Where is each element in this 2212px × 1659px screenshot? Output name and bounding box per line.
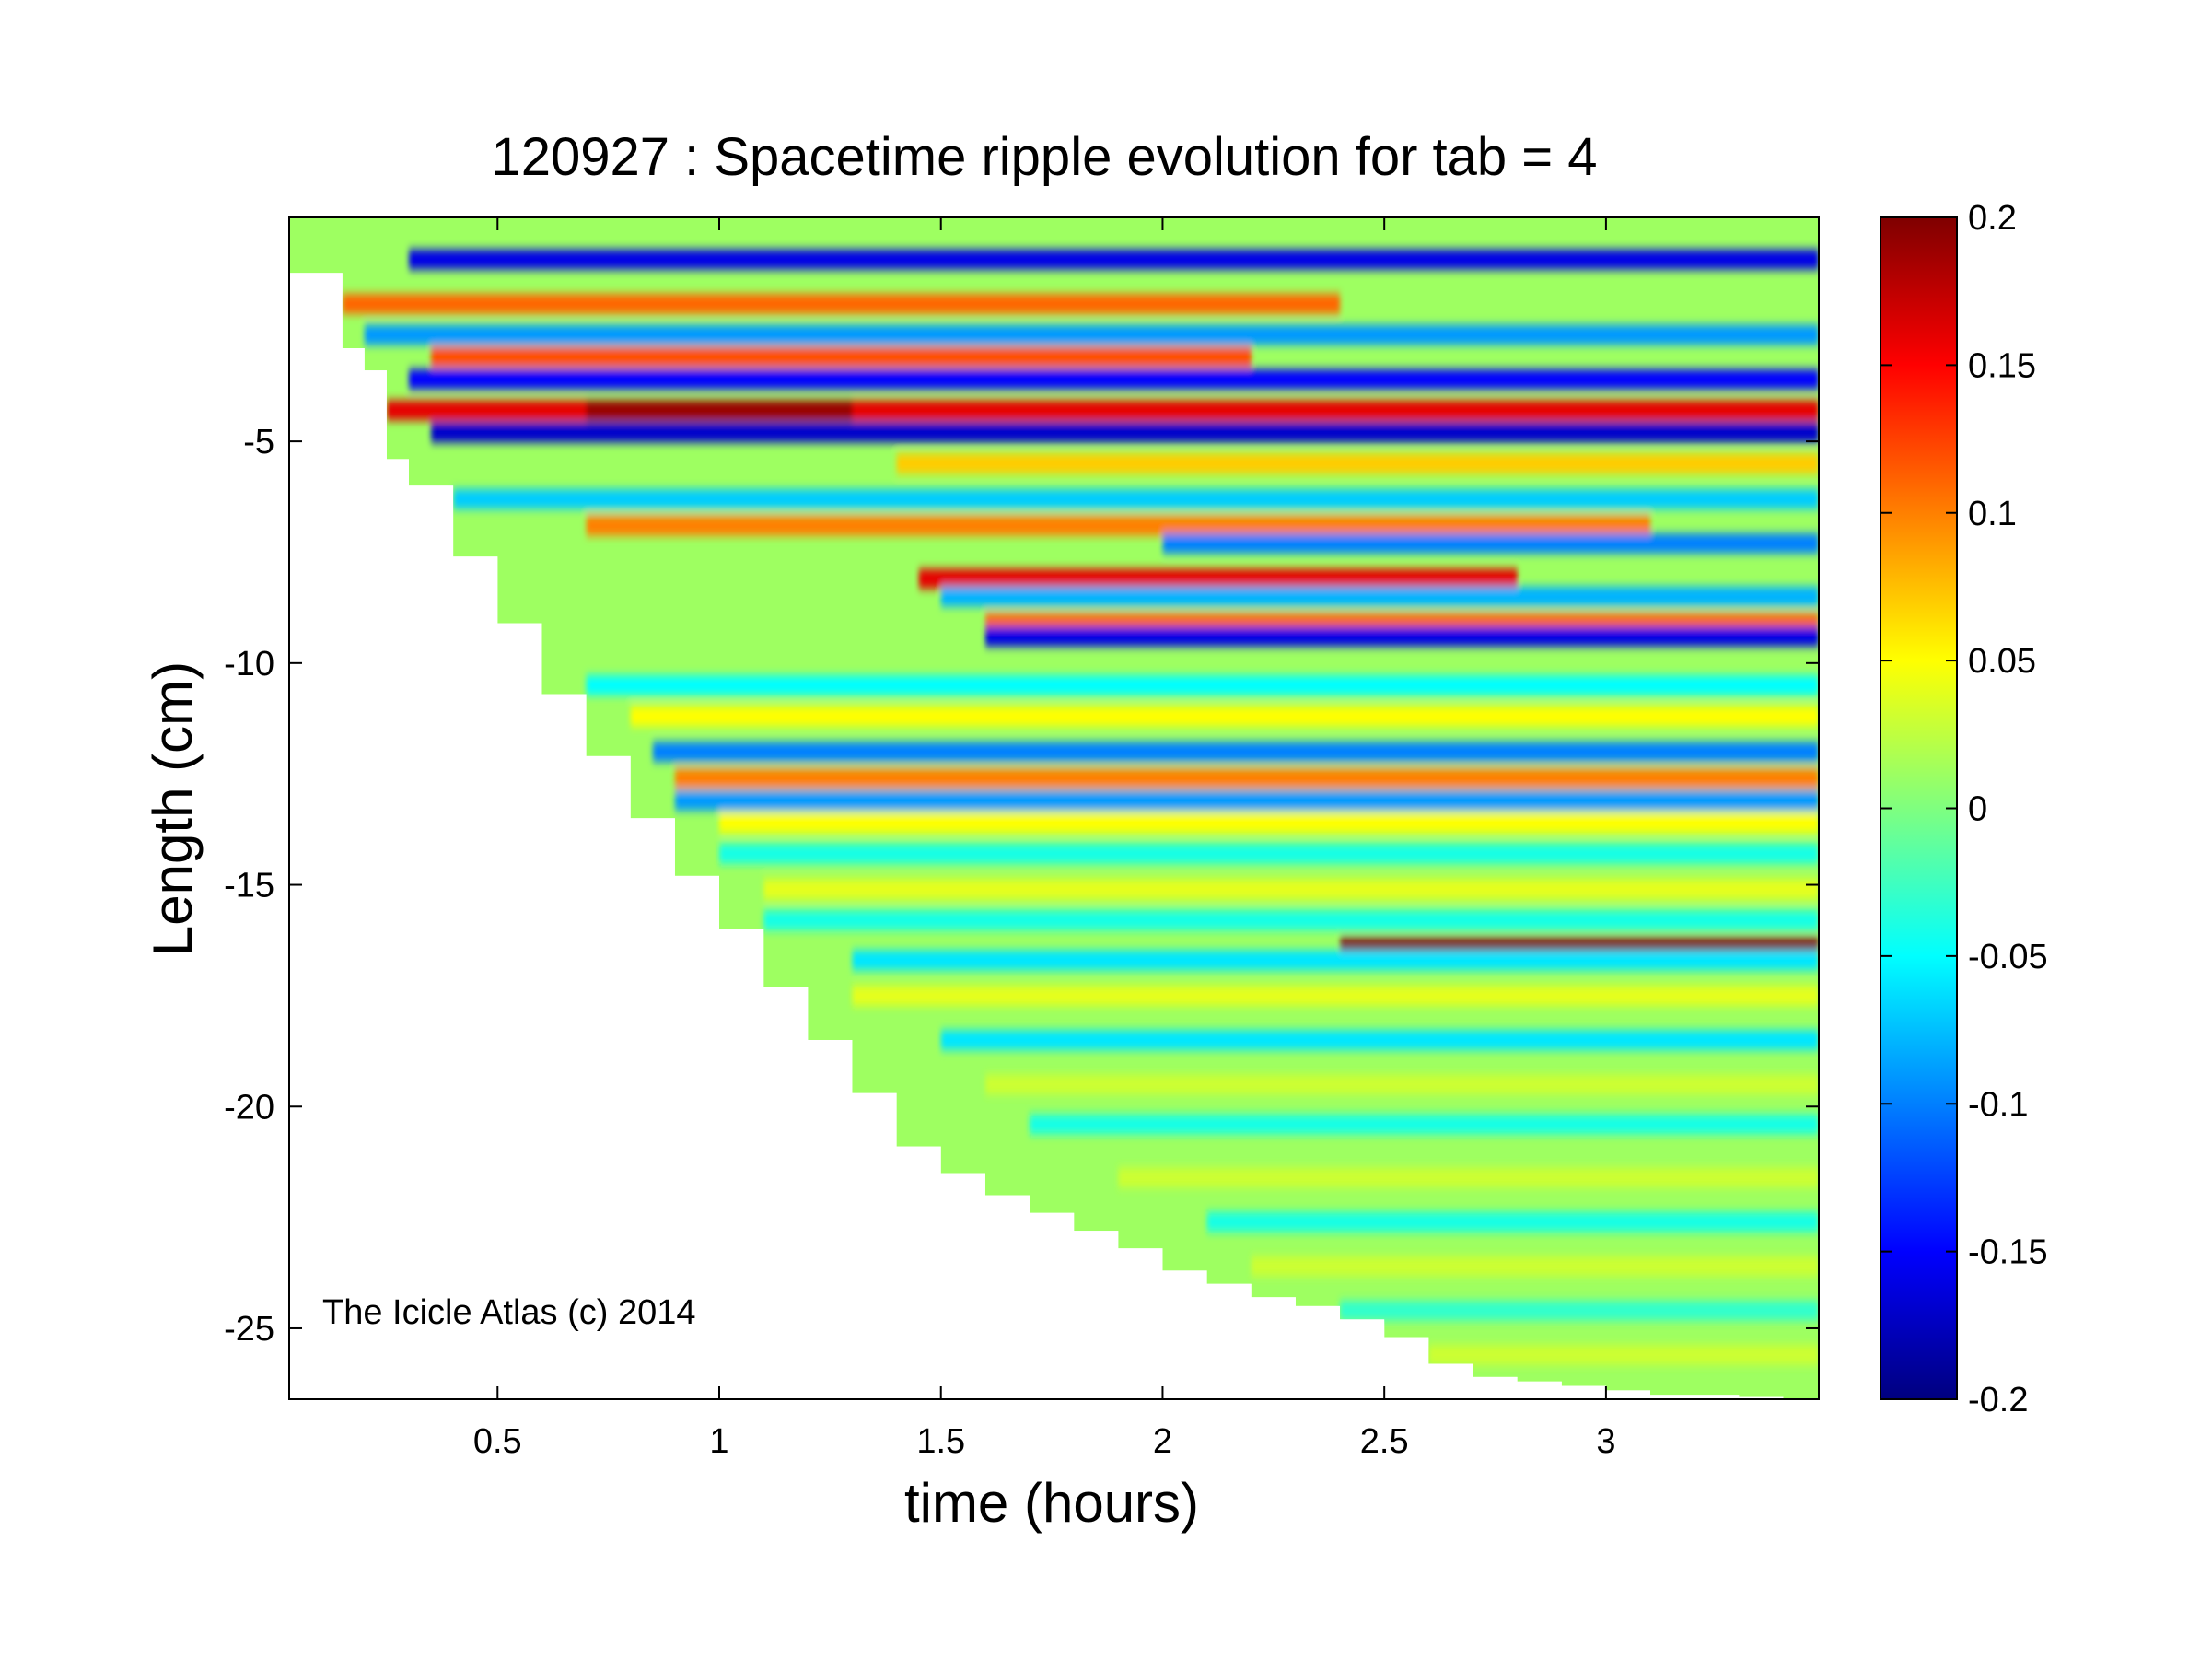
colorbar-tick-label: -0.15 [1968, 1233, 2048, 1272]
x-tick-label: 1 [709, 1422, 728, 1461]
heatmap-band [453, 488, 1819, 509]
colorbar [1880, 216, 1958, 1400]
heatmap-band [431, 422, 1819, 443]
heatmap-band [586, 675, 1819, 695]
heatmap-band [984, 1074, 1819, 1095]
y-tick-label: -15 [224, 867, 274, 905]
heatmap-band [431, 346, 1252, 368]
colorbar-tick-label: -0.2 [1968, 1381, 2028, 1419]
y-tick-label: -5 [243, 423, 274, 461]
heatmap-band [852, 986, 1819, 1006]
heatmap-band [1340, 1300, 1819, 1321]
heatmap-band [896, 453, 1819, 474]
plot-frame [288, 216, 1820, 1400]
x-tick-label: 2 [1153, 1422, 1172, 1461]
heatmap-band [763, 879, 1819, 900]
heatmap-band [1428, 1345, 1819, 1365]
y-axis: -5 -10 -15 -20 -25 [224, 423, 1819, 1349]
colorbar-tick-label: 0.15 [1968, 346, 2036, 385]
heatmap [289, 217, 1819, 1399]
heatmap-band [918, 568, 1518, 590]
x-axis: 0.5 1 1.5 2 2.5 3 [473, 217, 1615, 1461]
heatmap-band [630, 706, 1819, 727]
x-tick-label: 1.5 [916, 1422, 965, 1461]
x-tick-label: 0.5 [473, 1422, 522, 1461]
heatmap-band [852, 950, 1819, 971]
colorbar-tick-label: -0.1 [1968, 1085, 2028, 1124]
heatmap-band [652, 742, 1819, 762]
heatmap-band [719, 812, 1819, 833]
heatmap-band [1251, 1256, 1819, 1277]
y-tick-label: -20 [224, 1088, 274, 1127]
colorbar-tick-label: -0.05 [1968, 938, 2048, 976]
colorbar-tick-label: 0 [1968, 790, 1987, 829]
heatmap-band [1206, 1211, 1819, 1233]
x-axis-label: time (hours) [904, 1472, 1199, 1534]
heatmap-band [1162, 533, 1819, 554]
colorbar-axis: 0.2 0.15 0.1 0.05 0 -0.05 -0.1 -0.15 -0.2 [1880, 199, 2048, 1419]
y-axis-label: Length (cm) [142, 661, 204, 956]
colorbar-tick-label: 0.1 [1968, 495, 2017, 533]
heatmap-band [409, 368, 1819, 390]
heatmap-band [1118, 1167, 1819, 1188]
heatmap-band [342, 294, 1341, 314]
heatmap-band [364, 324, 1819, 345]
heatmap-band [940, 1030, 1819, 1050]
copyright-annotation: The Icicle Atlas (c) 2014 [322, 1293, 696, 1332]
heatmap-band [674, 768, 1819, 789]
heatmap-band [586, 515, 1651, 536]
heatmap-band [719, 844, 1819, 864]
chart-title: 120927 : Spacetime ripple evolution for … [491, 127, 1597, 187]
colorbar-tick-label: 0.05 [1968, 642, 2036, 681]
y-tick-label: -10 [224, 645, 274, 683]
colorbar-tick-label: 0.2 [1968, 199, 2017, 238]
heatmap-band [984, 626, 1819, 647]
x-tick-label: 2.5 [1360, 1422, 1409, 1461]
heatmap-band [1030, 1114, 1819, 1135]
heatmap-band [409, 249, 1819, 270]
heatmap-band [586, 400, 853, 421]
x-tick-label: 3 [1596, 1422, 1615, 1461]
heatmap-band [940, 586, 1819, 607]
heatmap-band [763, 910, 1819, 930]
heatmap-band [674, 790, 1819, 811]
y-tick-label: -25 [224, 1310, 274, 1349]
